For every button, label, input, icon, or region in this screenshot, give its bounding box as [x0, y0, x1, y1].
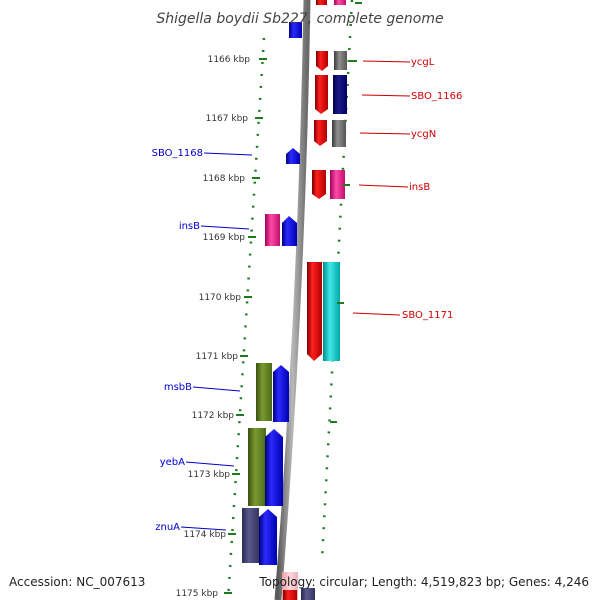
leader-SBO_1168	[203, 152, 253, 156]
kbp-label-1167: 1167 kbp	[206, 114, 249, 124]
gene-label-ycgN: ycgN	[411, 129, 436, 140]
gene-insB-right-pink	[330, 170, 345, 199]
gene-label-znuA: znuA	[155, 522, 180, 533]
leader-insB-left	[200, 225, 250, 230]
kbp-label-1170: 1170 kbp	[199, 293, 242, 303]
leader-SBO_1171	[352, 312, 401, 316]
leader-znuA	[180, 526, 227, 531]
gene-ycgN-red	[314, 120, 327, 146]
kbp-label-1169: 1169 kbp	[203, 233, 246, 243]
gene-znuA-slate	[242, 508, 259, 563]
gene-partial-bottom-navy	[301, 588, 315, 600]
gene-SBO_1171-cyan	[323, 262, 340, 361]
gene-SBO_1166-navy	[333, 75, 347, 114]
gene-insB-left-pink	[265, 214, 280, 246]
gene-label-SBO_1171: SBO_1171	[402, 310, 453, 321]
gene-label-yebA: yebA	[160, 457, 185, 468]
kbp-label-1166: 1166 kbp	[208, 55, 251, 65]
leader-ycgL	[362, 60, 411, 63]
gene-yebA-blue	[265, 429, 283, 506]
leader-yebA	[185, 461, 235, 467]
gene-ycgN-gray	[332, 120, 346, 147]
gene-partial-bottom-red	[283, 590, 297, 600]
kbp-label-1173: 1173 kbp	[188, 470, 231, 480]
leader-SBO_1166	[361, 94, 411, 97]
gene-insB-right-red	[312, 170, 326, 199]
kbp-label-1171: 1171 kbp	[196, 352, 239, 362]
gene-label-insB-left: insB	[179, 221, 200, 232]
gene-msbB-olive	[256, 363, 272, 421]
kbp-label-1168: 1168 kbp	[203, 174, 246, 184]
left-tick-guide	[226, 37, 266, 600]
gene-partial-top-blue	[289, 22, 302, 38]
gene-label-SBO_1168: SBO_1168	[152, 148, 203, 159]
gene-SBO_1171-red	[307, 262, 322, 361]
gene-SBO_1166-red	[315, 75, 328, 114]
gene-msbB-blue	[273, 365, 289, 422]
gene-SBO_1168-blue	[286, 148, 300, 164]
leader-insB-right	[358, 184, 409, 188]
gene-ycgL-gray	[334, 51, 347, 70]
gene-label-SBO_1166: SBO_1166	[411, 91, 462, 102]
genome-summary-text: Topology: circular; Length: 4,519,823 bp…	[258, 575, 589, 589]
accession-text: Accession: NC_007613	[9, 575, 145, 589]
kbp-label-1172: 1172 kbp	[192, 411, 235, 421]
genome-backbone	[274, 0, 311, 600]
diagram-title: Shigella boydii Sb227, complete genome	[156, 11, 443, 27]
gene-label-ycgL: ycgL	[411, 57, 435, 68]
kbp-label-1174: 1174 kbp	[184, 530, 227, 540]
gene-insB-left-blue	[282, 216, 297, 246]
gene-label-insB-right: insB	[409, 182, 430, 193]
leader-ycgN	[359, 132, 411, 135]
kbp-label-1175: 1175 kbp	[176, 589, 219, 599]
gene-partial-top-pink	[334, 0, 346, 5]
gene-label-msbB: msbB	[164, 382, 192, 393]
leader-msbB	[192, 386, 241, 392]
gene-yebA-olive	[248, 428, 266, 506]
gene-ycgL-red	[316, 51, 328, 71]
gene-partial-top-red	[316, 0, 327, 5]
gene-znuA-blue	[259, 509, 277, 565]
